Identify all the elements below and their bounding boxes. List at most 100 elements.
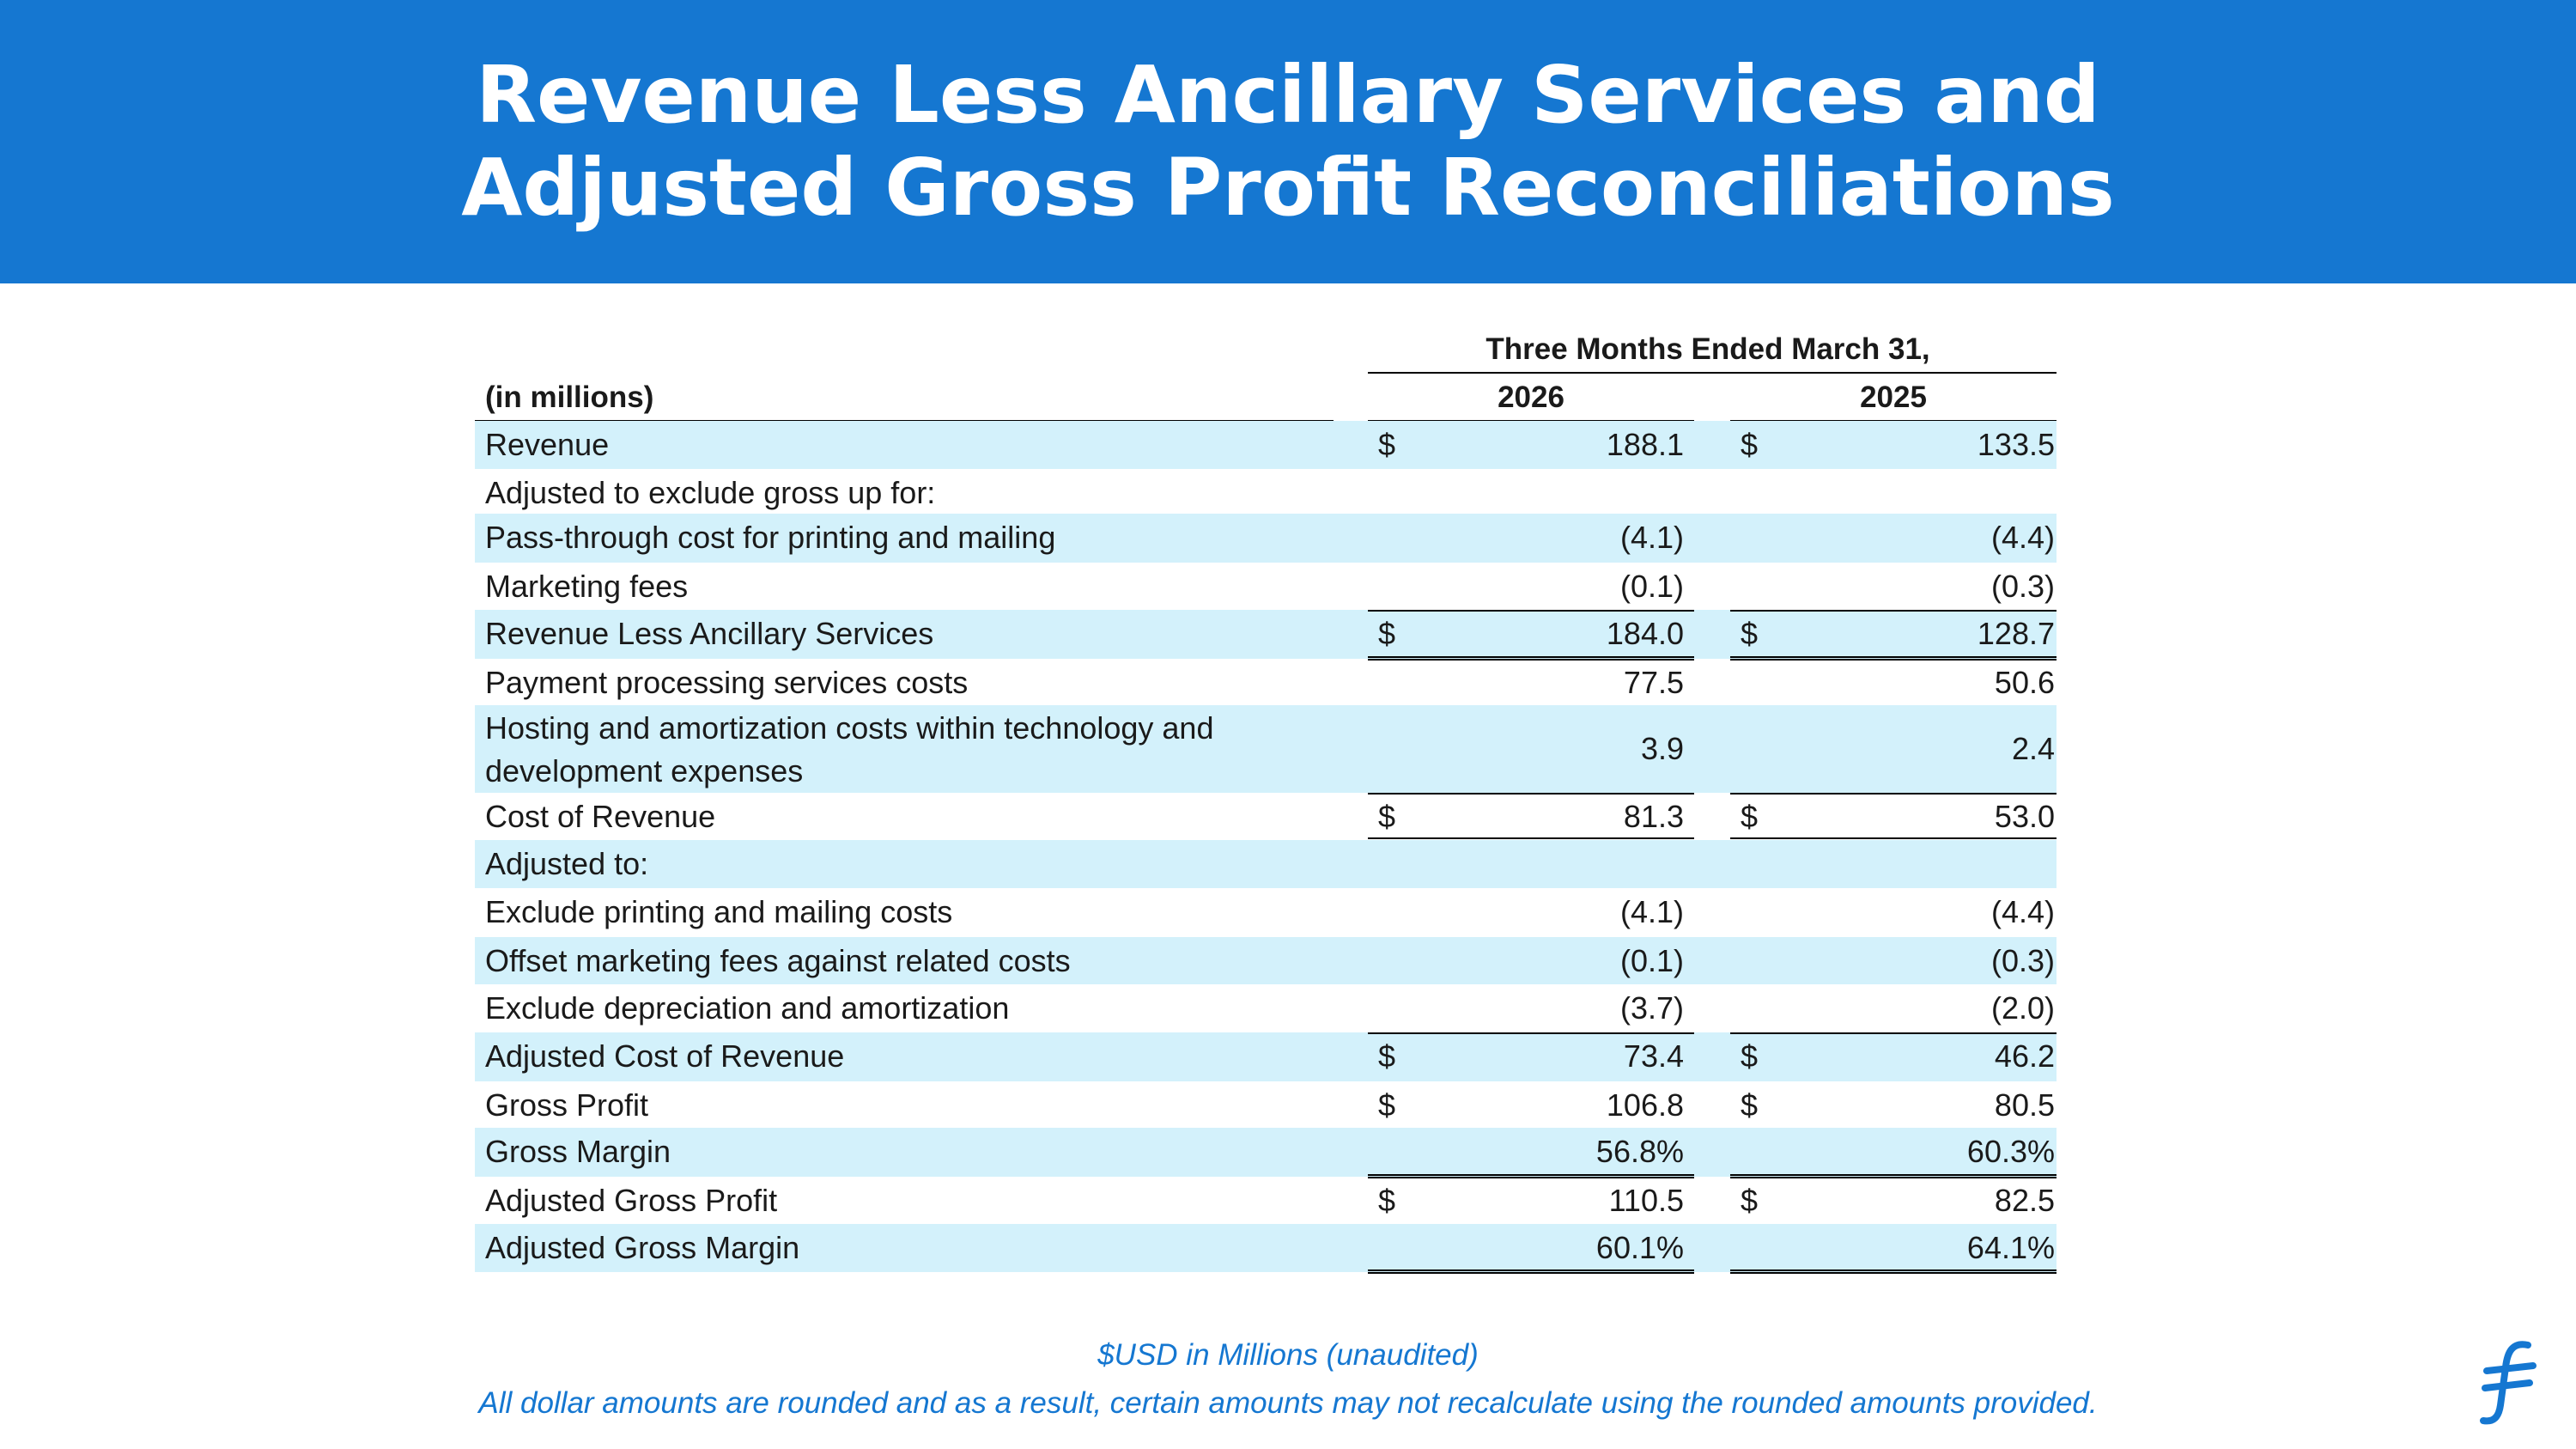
- value-2025: 2.4: [2011, 731, 2055, 766]
- page-title-line-1: Revenue Less Ancillary Services and: [476, 49, 2100, 141]
- row-label: Hosting and amortization costs within te…: [485, 710, 1214, 788]
- value-2026: 110.5: [1608, 1183, 1684, 1218]
- table-row: Pass-through cost for printing and maili…: [475, 514, 2057, 563]
- currency-symbol-2026: $: [1378, 427, 1396, 462]
- row-label: Gross Profit: [485, 1087, 649, 1123]
- value-2026: (0.1): [1619, 943, 1684, 978]
- row-label: Pass-through cost for printing and maili…: [485, 520, 1056, 555]
- currency-symbol-2026: $: [1378, 799, 1396, 834]
- row-label: Adjusted Gross Margin: [485, 1230, 800, 1265]
- title-banner: Revenue Less Ancillary Services and Adju…: [0, 0, 2576, 283]
- currency-symbol-2026: $: [1378, 1087, 1396, 1123]
- value-2026: (4.1): [1619, 520, 1684, 555]
- value-2026: 3.9: [1640, 731, 1684, 766]
- value-2025: (4.4): [1990, 520, 2055, 555]
- total-double-rule: [1730, 656, 2057, 661]
- row-label: Adjusted to exclude gross up for:: [485, 475, 936, 510]
- value-2025: 82.5: [1994, 1183, 2055, 1218]
- value-2025: 133.5: [1977, 427, 2055, 462]
- value-2025: 80.5: [1994, 1087, 2055, 1123]
- period-header-rule: [1368, 372, 2057, 374]
- currency-symbol-2025: $: [1741, 1183, 1759, 1218]
- footer-rounding-note: All dollar amounts are rounded and as a …: [478, 1386, 2098, 1420]
- value-2026: 184.0: [1606, 616, 1684, 651]
- row-label: Offset marketing fees against related co…: [485, 943, 1071, 978]
- value-2026: 77.5: [1623, 665, 1684, 700]
- table-row: Adjusted Cost of Revenue: [475, 1032, 2057, 1081]
- value-2026: 56.8%: [1595, 1134, 1684, 1169]
- value-2025: 53.0: [1994, 799, 2055, 834]
- row-label: Revenue Less Ancillary Services: [485, 616, 934, 651]
- currency-symbol-2025: $: [1741, 1038, 1759, 1074]
- table-row: Payment processing services costs: [475, 659, 1334, 705]
- subtotal-rule: [1730, 793, 2057, 795]
- subtotal-rule: [1730, 610, 2057, 612]
- table-row: Hosting and amortization costs within te…: [475, 705, 2057, 793]
- total-double-rule: [1730, 1269, 2057, 1274]
- value-2026: 60.1%: [1595, 1230, 1684, 1265]
- currency-symbol-2025: $: [1741, 427, 1759, 462]
- row-label: Adjusted Gross Profit: [485, 1183, 778, 1218]
- row-label: Revenue: [485, 427, 610, 462]
- currency-symbol-2026: $: [1378, 616, 1396, 651]
- total-double-rule: [1368, 1174, 1694, 1178]
- row-label: Adjusted to:: [485, 846, 649, 881]
- row-label: Gross Margin: [485, 1134, 671, 1169]
- table-row: Exclude printing and mailing costs: [475, 888, 1334, 937]
- table-row: Offset marketing fees against related co…: [475, 937, 2057, 984]
- subtotal-rule: [1368, 793, 1694, 795]
- value-2025: (2.0): [1990, 990, 2055, 1026]
- value-2026: 81.3: [1623, 799, 1684, 834]
- table-row: Adjusted to:: [475, 840, 2057, 888]
- value-2025: 60.3%: [1966, 1134, 2055, 1169]
- value-2025: 64.1%: [1966, 1230, 2055, 1265]
- row-label: Marketing fees: [485, 569, 689, 604]
- value-2026: 188.1: [1606, 427, 1684, 462]
- total-double-rule: [1368, 1269, 1694, 1274]
- value-2025: (0.3): [1990, 569, 2055, 604]
- year-header-2026: 2026: [1498, 381, 1564, 414]
- currency-symbol-2025: $: [1741, 799, 1759, 834]
- row-label: Cost of Revenue: [485, 799, 716, 834]
- table-row: Adjusted to exclude gross up for:: [475, 469, 1334, 514]
- value-2025: (0.3): [1990, 943, 2055, 978]
- currency-symbol-2025: $: [1741, 1087, 1759, 1123]
- period-header: Three Months Ended March 31,: [1485, 332, 1930, 366]
- table-row: Marketing fees: [475, 563, 1334, 610]
- value-2025: 50.6: [1994, 665, 2055, 700]
- subtotal-rule: [1730, 1032, 2057, 1034]
- table-row: Revenue: [475, 421, 2057, 469]
- total-double-rule: [1730, 1174, 2057, 1178]
- table-row: Gross Margin: [475, 1128, 2057, 1177]
- table-row: Cost of Revenue: [475, 793, 1334, 840]
- table-row: Adjusted Gross Margin: [475, 1224, 2057, 1272]
- subtotal-rule: [1368, 610, 1694, 612]
- table-row: Exclude depreciation and amortization: [475, 984, 1334, 1032]
- currency-symbol-2026: $: [1378, 1183, 1396, 1218]
- table-row: Gross Profit: [475, 1081, 1334, 1128]
- year-header-2025: 2025: [1860, 381, 1927, 414]
- value-2026: (0.1): [1619, 569, 1684, 604]
- value-2026: (3.7): [1619, 990, 1684, 1026]
- reconciliation-table: Three Months Ended March 31, (in million…: [475, 326, 2057, 1274]
- page-title-line-2: Adjusted Gross Profit Reconciliations: [461, 142, 2115, 234]
- value-2026: 73.4: [1623, 1038, 1684, 1074]
- currency-symbol-2026: $: [1378, 1038, 1396, 1074]
- value-2025: (4.4): [1990, 894, 2055, 929]
- table-row: Adjusted Gross Profit: [475, 1177, 1334, 1224]
- footer-units-note: $USD in Millions (unaudited): [1097, 1338, 1479, 1372]
- value-2026: 106.8: [1606, 1087, 1684, 1123]
- table-row: Revenue Less Ancillary Services: [475, 610, 2057, 659]
- value-2025: 128.7: [1977, 616, 2055, 651]
- total-double-rule: [1368, 656, 1694, 661]
- row-label: Exclude printing and mailing costs: [485, 894, 953, 929]
- row-label: Adjusted Cost of Revenue: [485, 1038, 845, 1074]
- value-2026: (4.1): [1619, 894, 1684, 929]
- row-label: Payment processing services costs: [485, 665, 969, 700]
- currency-symbol-2025: $: [1741, 616, 1759, 651]
- brand-f-logo-icon: [2480, 1341, 2537, 1425]
- units-header: (in millions): [485, 381, 654, 414]
- row-label: Exclude depreciation and amortization: [485, 990, 1010, 1026]
- value-2025: 46.2: [1994, 1038, 2055, 1074]
- subtotal-rule: [1368, 1032, 1694, 1034]
